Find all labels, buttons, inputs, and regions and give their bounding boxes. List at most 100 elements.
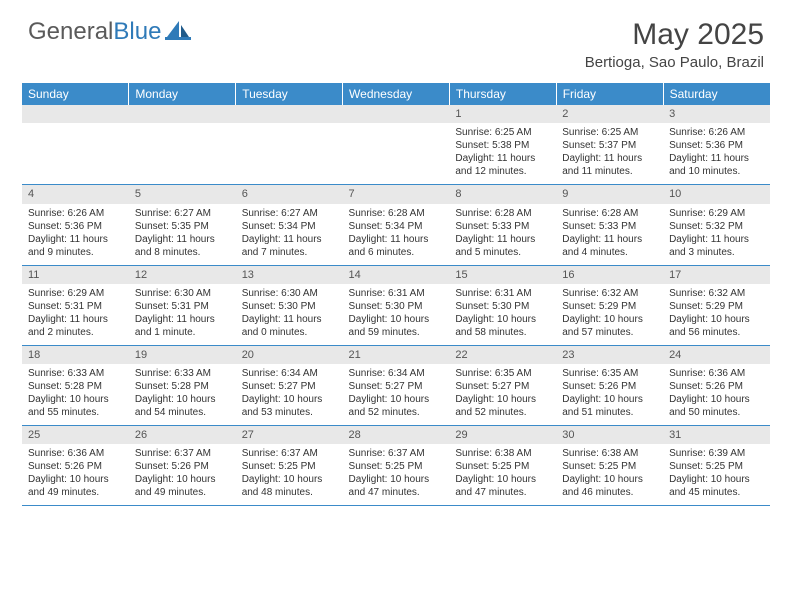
sunset-text: Sunset: 5:25 PM — [242, 460, 337, 473]
logo-text: GeneralBlue — [28, 18, 161, 46]
daylight-text: Daylight: 10 hours and 53 minutes. — [242, 393, 337, 419]
day-number — [236, 105, 343, 123]
sunrise-text: Sunrise: 6:34 AM — [242, 367, 337, 380]
logo-text-blue: Blue — [113, 18, 161, 45]
calendar-body: 1Sunrise: 6:25 AMSunset: 5:38 PMDaylight… — [22, 105, 770, 506]
daylight-text: Daylight: 11 hours and 7 minutes. — [242, 233, 337, 259]
daylight-text: Daylight: 10 hours and 49 minutes. — [28, 473, 123, 499]
day-info: Sunrise: 6:36 AMSunset: 5:26 PMDaylight:… — [22, 444, 129, 505]
calendar-day-cell — [22, 105, 129, 185]
day-number: 28 — [343, 426, 450, 444]
day-info: Sunrise: 6:27 AMSunset: 5:34 PMDaylight:… — [236, 204, 343, 265]
daylight-text: Daylight: 11 hours and 2 minutes. — [28, 313, 123, 339]
sunset-text: Sunset: 5:31 PM — [135, 300, 230, 313]
day-number: 9 — [556, 185, 663, 203]
calendar-day-cell: 20Sunrise: 6:34 AMSunset: 5:27 PMDayligh… — [236, 345, 343, 425]
sunrise-text: Sunrise: 6:25 AM — [455, 126, 550, 139]
daylight-text: Daylight: 11 hours and 3 minutes. — [669, 233, 764, 259]
calendar-day-cell: 11Sunrise: 6:29 AMSunset: 5:31 PMDayligh… — [22, 265, 129, 345]
day-info: Sunrise: 6:26 AMSunset: 5:36 PMDaylight:… — [22, 204, 129, 265]
sunset-text: Sunset: 5:30 PM — [242, 300, 337, 313]
daylight-text: Daylight: 11 hours and 8 minutes. — [135, 233, 230, 259]
sunrise-text: Sunrise: 6:32 AM — [562, 287, 657, 300]
calendar-day-cell: 9Sunrise: 6:28 AMSunset: 5:33 PMDaylight… — [556, 185, 663, 265]
sunrise-text: Sunrise: 6:29 AM — [669, 207, 764, 220]
day-info: Sunrise: 6:33 AMSunset: 5:28 PMDaylight:… — [129, 364, 236, 425]
day-info: Sunrise: 6:34 AMSunset: 5:27 PMDaylight:… — [236, 364, 343, 425]
sunset-text: Sunset: 5:26 PM — [669, 380, 764, 393]
day-info: Sunrise: 6:29 AMSunset: 5:32 PMDaylight:… — [663, 204, 770, 265]
day-info: Sunrise: 6:28 AMSunset: 5:33 PMDaylight:… — [449, 204, 556, 265]
day-info: Sunrise: 6:39 AMSunset: 5:25 PMDaylight:… — [663, 444, 770, 505]
sunset-text: Sunset: 5:35 PM — [135, 220, 230, 233]
calendar-day-cell: 14Sunrise: 6:31 AMSunset: 5:30 PMDayligh… — [343, 265, 450, 345]
day-number: 23 — [556, 346, 663, 364]
sunrise-text: Sunrise: 6:36 AM — [669, 367, 764, 380]
sunset-text: Sunset: 5:27 PM — [242, 380, 337, 393]
day-info: Sunrise: 6:32 AMSunset: 5:29 PMDaylight:… — [556, 284, 663, 345]
day-info: Sunrise: 6:31 AMSunset: 5:30 PMDaylight:… — [449, 284, 556, 345]
calendar-day-cell: 7Sunrise: 6:28 AMSunset: 5:34 PMDaylight… — [343, 185, 450, 265]
day-headers-row: SundayMondayTuesdayWednesdayThursdayFrid… — [22, 83, 770, 105]
sunrise-text: Sunrise: 6:31 AM — [349, 287, 444, 300]
daylight-text: Daylight: 10 hours and 50 minutes. — [669, 393, 764, 419]
sunset-text: Sunset: 5:26 PM — [28, 460, 123, 473]
logo-text-gray: General — [28, 18, 113, 45]
sunrise-text: Sunrise: 6:35 AM — [455, 367, 550, 380]
day-info: Sunrise: 6:38 AMSunset: 5:25 PMDaylight:… — [556, 444, 663, 505]
day-number: 30 — [556, 426, 663, 444]
day-header: Friday — [556, 83, 663, 105]
day-info: Sunrise: 6:31 AMSunset: 5:30 PMDaylight:… — [343, 284, 450, 345]
calendar-week-row: 25Sunrise: 6:36 AMSunset: 5:26 PMDayligh… — [22, 426, 770, 506]
day-header: Tuesday — [236, 83, 343, 105]
day-number: 8 — [449, 185, 556, 203]
day-header: Saturday — [663, 83, 770, 105]
calendar-day-cell — [236, 105, 343, 185]
calendar-week-row: 1Sunrise: 6:25 AMSunset: 5:38 PMDaylight… — [22, 105, 770, 185]
sunset-text: Sunset: 5:37 PM — [562, 139, 657, 152]
sunset-text: Sunset: 5:26 PM — [135, 460, 230, 473]
daylight-text: Daylight: 10 hours and 56 minutes. — [669, 313, 764, 339]
calendar-day-cell: 19Sunrise: 6:33 AMSunset: 5:28 PMDayligh… — [129, 345, 236, 425]
day-info: Sunrise: 6:32 AMSunset: 5:29 PMDaylight:… — [663, 284, 770, 345]
calendar-day-cell — [343, 105, 450, 185]
calendar-day-cell: 2Sunrise: 6:25 AMSunset: 5:37 PMDaylight… — [556, 105, 663, 185]
calendar-day-cell: 24Sunrise: 6:36 AMSunset: 5:26 PMDayligh… — [663, 345, 770, 425]
daylight-text: Daylight: 11 hours and 9 minutes. — [28, 233, 123, 259]
day-info: Sunrise: 6:30 AMSunset: 5:31 PMDaylight:… — [129, 284, 236, 345]
day-info — [236, 123, 343, 175]
daylight-text: Daylight: 11 hours and 10 minutes. — [669, 152, 764, 178]
calendar-day-cell — [129, 105, 236, 185]
sunrise-text: Sunrise: 6:32 AM — [669, 287, 764, 300]
calendar-day-cell: 8Sunrise: 6:28 AMSunset: 5:33 PMDaylight… — [449, 185, 556, 265]
calendar-day-cell: 31Sunrise: 6:39 AMSunset: 5:25 PMDayligh… — [663, 426, 770, 506]
day-header: Wednesday — [343, 83, 450, 105]
sunrise-text: Sunrise: 6:25 AM — [562, 126, 657, 139]
day-number: 12 — [129, 266, 236, 284]
day-number: 20 — [236, 346, 343, 364]
calendar-day-cell: 29Sunrise: 6:38 AMSunset: 5:25 PMDayligh… — [449, 426, 556, 506]
day-info: Sunrise: 6:28 AMSunset: 5:34 PMDaylight:… — [343, 204, 450, 265]
sunrise-text: Sunrise: 6:39 AM — [669, 447, 764, 460]
sunset-text: Sunset: 5:28 PM — [135, 380, 230, 393]
daylight-text: Daylight: 11 hours and 6 minutes. — [349, 233, 444, 259]
day-number: 19 — [129, 346, 236, 364]
day-info: Sunrise: 6:38 AMSunset: 5:25 PMDaylight:… — [449, 444, 556, 505]
sunset-text: Sunset: 5:34 PM — [242, 220, 337, 233]
sunrise-text: Sunrise: 6:37 AM — [135, 447, 230, 460]
calendar-day-cell: 10Sunrise: 6:29 AMSunset: 5:32 PMDayligh… — [663, 185, 770, 265]
sunrise-text: Sunrise: 6:31 AM — [455, 287, 550, 300]
sunrise-text: Sunrise: 6:27 AM — [242, 207, 337, 220]
calendar-day-cell: 23Sunrise: 6:35 AMSunset: 5:26 PMDayligh… — [556, 345, 663, 425]
sunset-text: Sunset: 5:25 PM — [562, 460, 657, 473]
day-info: Sunrise: 6:29 AMSunset: 5:31 PMDaylight:… — [22, 284, 129, 345]
calendar-day-cell: 15Sunrise: 6:31 AMSunset: 5:30 PMDayligh… — [449, 265, 556, 345]
day-number: 4 — [22, 185, 129, 203]
calendar-day-cell: 21Sunrise: 6:34 AMSunset: 5:27 PMDayligh… — [343, 345, 450, 425]
daylight-text: Daylight: 11 hours and 11 minutes. — [562, 152, 657, 178]
daylight-text: Daylight: 10 hours and 47 minutes. — [455, 473, 550, 499]
sunset-text: Sunset: 5:33 PM — [455, 220, 550, 233]
daylight-text: Daylight: 11 hours and 1 minute. — [135, 313, 230, 339]
sunrise-text: Sunrise: 6:30 AM — [135, 287, 230, 300]
day-number: 26 — [129, 426, 236, 444]
